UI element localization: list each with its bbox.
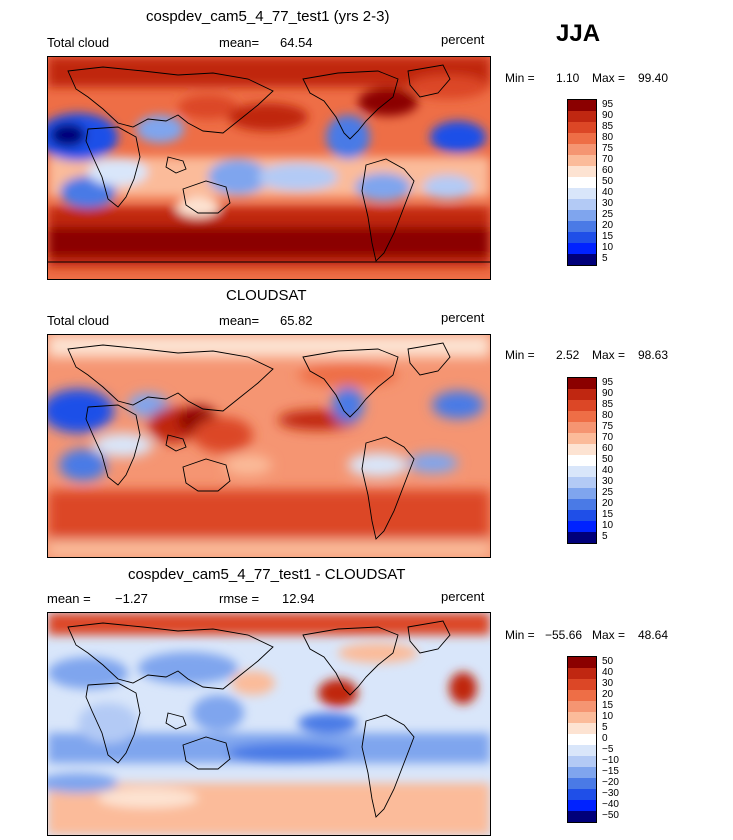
panel-3-colorbar	[567, 656, 597, 823]
panel-2-tick: 40	[602, 465, 614, 476]
panel-1-variable-label: Total cloud	[47, 35, 110, 50]
panel-3-tick: 30	[602, 678, 614, 689]
panel-3-tick: 15	[602, 700, 614, 711]
panel-3-tick: 50	[602, 656, 614, 667]
panel-3-map-field	[48, 613, 490, 835]
panel-1-max-label: Max =	[592, 71, 626, 85]
panel-1-max-value: 99.40	[638, 71, 669, 85]
panel-2-max-label: Max =	[592, 348, 626, 362]
panel-1-mean-value: 64.54	[280, 35, 313, 50]
panel-2-tick: 25	[602, 487, 614, 498]
panel-2-title: CLOUDSAT	[226, 287, 307, 304]
panel-2-mean-value: 65.82	[280, 313, 313, 328]
panel-3-units: percent	[441, 589, 485, 604]
panel-2-max-value: 98.63	[638, 348, 669, 362]
panel-1-mean-label: mean=	[219, 35, 260, 50]
panel-3-mean-value: −1.27	[115, 591, 148, 606]
panel-1-colorbar	[567, 99, 597, 266]
panel-1-tick: 75	[602, 143, 614, 154]
panel-1-tick: 95	[602, 99, 614, 110]
panel-3-max-label: Max =	[592, 628, 626, 642]
panel-3-title: cospdev_cam5_4_77_test1 - CLOUDSAT	[128, 566, 406, 583]
panel-2-tick: 70	[602, 432, 614, 443]
panel-3-tick: −30	[602, 788, 619, 799]
panel-3-tick: 0	[602, 733, 608, 744]
panel-3-rmse-value: 12.94	[282, 591, 315, 606]
panel-1-tick: 5	[602, 253, 608, 264]
panel-2-min-label: Min =	[505, 348, 535, 362]
panel-2-tick: 75	[602, 421, 614, 432]
panel-2-tick: 95	[602, 377, 614, 388]
panel-2-variable-label: Total cloud	[47, 313, 110, 328]
panel-2-tick: 5	[602, 531, 608, 542]
panel-2-map-field	[48, 335, 490, 557]
panel-2-tick: 30	[602, 476, 614, 487]
panel-1-min-value: 1.10	[556, 71, 580, 85]
panel-2-tick: 90	[602, 388, 614, 399]
panel-3-min-label: Min =	[505, 628, 535, 642]
panel-1-tick: 70	[602, 154, 614, 165]
panel-2-tick: 50	[602, 454, 614, 465]
panel-2-units: percent	[441, 310, 485, 325]
panel-1-map	[47, 56, 491, 280]
panel-1-tick: 90	[602, 110, 614, 121]
panel-3-tick: −50	[602, 810, 619, 821]
panel-3-min-value: −55.66	[545, 628, 583, 642]
panel-2-tick: 20	[602, 498, 614, 509]
panel-1-tick: 50	[602, 176, 614, 187]
panel-3-tick: 5	[602, 722, 608, 733]
panel-3-tick: −15	[602, 766, 619, 777]
panel-2-tick: 80	[602, 410, 614, 421]
panel-3-tick: −20	[602, 777, 619, 788]
panel-3-tick: 10	[602, 711, 614, 722]
panel-2-tick: 60	[602, 443, 614, 454]
panel-1-title: cospdev_cam5_4_77_test1 (yrs 2-3)	[146, 8, 390, 25]
panel-1-tick: 10	[602, 242, 614, 253]
panel-3-tick: −10	[602, 755, 619, 766]
panel-2-tick: 10	[602, 520, 614, 531]
panel-2-tick: 15	[602, 509, 614, 520]
panel-1-tick: 30	[602, 198, 614, 209]
panel-3-tick: −40	[602, 799, 619, 810]
panel-3-rmse-label: rmse =	[219, 591, 260, 606]
panel-1-tick: 80	[602, 132, 614, 143]
panel-1-colorbar-ticks: 95 90 85 80 75 70 60 50 40 30 25 20 15 1…	[602, 99, 632, 269]
panel-1-tick: 20	[602, 220, 614, 231]
panel-3-tick: −5	[602, 744, 614, 755]
season-label: JJA	[556, 20, 601, 47]
panel-2-colorbar-ticks: 95 90 85 80 75 70 60 50 40 30 25 20 15 1…	[602, 377, 632, 547]
panel-2-mean-label: mean=	[219, 313, 260, 328]
panel-3-max-value: 48.64	[638, 628, 669, 642]
panel-3-tick: 20	[602, 689, 614, 700]
panel-1-tick: 60	[602, 165, 614, 176]
panel-2-min-value: 2.52	[556, 348, 580, 362]
panel-3-mean-label: mean =	[47, 591, 91, 606]
panel-2-tick: 85	[602, 399, 614, 410]
panel-3-colorbar-ticks: 50 40 30 20 15 10 5 0 −5 −10 −15 −20 −30…	[602, 656, 642, 826]
panel-1-min-label: Min =	[505, 71, 535, 85]
panel-1-tick: 40	[602, 187, 614, 198]
panel-1-units: percent	[441, 32, 485, 47]
panel-2-map	[47, 334, 491, 558]
panel-1-map-field	[48, 57, 490, 279]
panel-3-map	[47, 612, 491, 836]
panel-1-tick: 85	[602, 121, 614, 132]
panel-3-tick: 40	[602, 667, 614, 678]
panel-2-colorbar	[567, 377, 597, 544]
panel-1-tick: 15	[602, 231, 614, 242]
panel-1-tick: 25	[602, 209, 614, 220]
